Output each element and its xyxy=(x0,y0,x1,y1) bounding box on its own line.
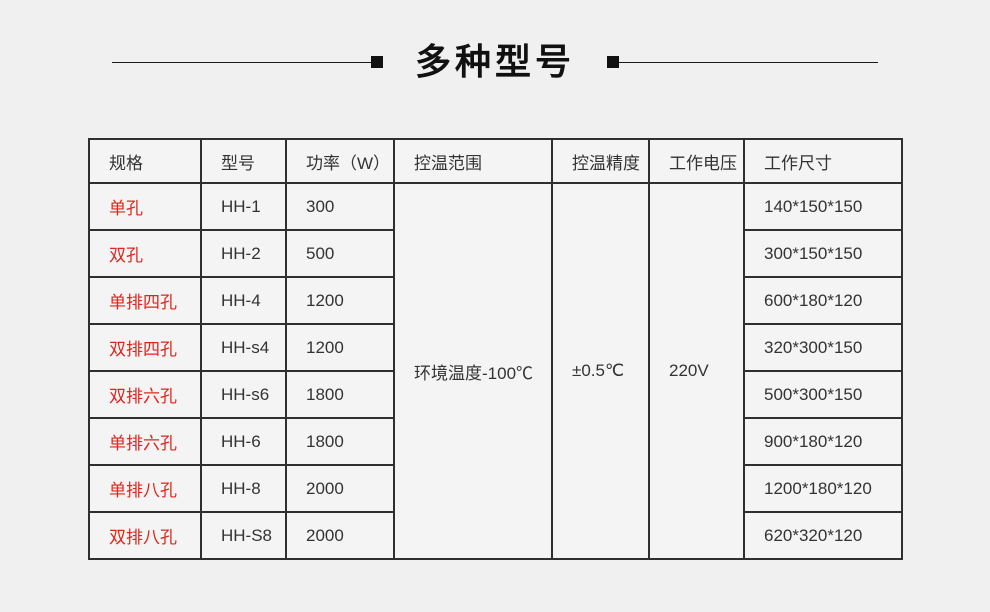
size-cell: 1200*180*120 xyxy=(743,464,903,513)
title-banner: 多种型号 xyxy=(112,36,879,88)
model-cell: HH-6 xyxy=(200,417,287,466)
power-cell: 2000 xyxy=(285,511,395,560)
header-model: 型号 xyxy=(200,138,287,184)
size-cell: 620*320*120 xyxy=(743,511,903,560)
size-cell: 600*180*120 xyxy=(743,276,903,325)
table-row: 双排八孔 HH-S8 2000 620*320*120 xyxy=(88,511,903,560)
header-row: 规格 型号 功率（W） 控温范围 控温精度 工作电压 工作尺寸 xyxy=(88,138,903,184)
model-cell: HH-S8 xyxy=(200,511,287,560)
precision-cell: ±0.5℃ xyxy=(551,182,650,560)
header-voltage: 工作电压 xyxy=(648,138,745,184)
header-power: 功率（W） xyxy=(285,138,395,184)
title-square-left-icon xyxy=(371,56,383,68)
model-cell: HH-s6 xyxy=(200,370,287,419)
table-row: 单排六孔 HH-6 1800 900*180*120 xyxy=(88,417,903,466)
table-row: 单排四孔 HH-4 1200 600*180*120 xyxy=(88,276,903,325)
model-cell: HH-2 xyxy=(200,229,287,278)
spec-cell: 双孔 xyxy=(88,229,202,278)
header-size: 工作尺寸 xyxy=(743,138,903,184)
spec-table: 规格 型号 功率（W） 控温范围 控温精度 工作电压 工作尺寸 单孔 HH-1 … xyxy=(88,138,903,560)
header-precision: 控温精度 xyxy=(551,138,650,184)
spec-cell: 单排四孔 xyxy=(88,276,202,325)
spec-cell: 双排八孔 xyxy=(88,511,202,560)
temp-range-cell: 环境温度-100℃ xyxy=(393,182,553,560)
size-cell: 300*150*150 xyxy=(743,229,903,278)
spec-cell: 单排六孔 xyxy=(88,417,202,466)
voltage-cell: 220V xyxy=(648,182,745,560)
size-cell: 140*150*150 xyxy=(743,182,903,231)
page-title: 多种型号 xyxy=(415,41,576,82)
model-cell: HH-8 xyxy=(200,464,287,513)
spec-table-container: 规格 型号 功率（W） 控温范围 控温精度 工作电压 工作尺寸 单孔 HH-1 … xyxy=(88,138,903,560)
power-cell: 1800 xyxy=(285,417,395,466)
power-cell: 2000 xyxy=(285,464,395,513)
table-row: 双排四孔 HH-s4 1200 320*300*150 xyxy=(88,323,903,372)
size-cell: 320*300*150 xyxy=(743,323,903,372)
power-cell: 1800 xyxy=(285,370,395,419)
table-row: 双孔 HH-2 500 300*150*150 xyxy=(88,229,903,278)
power-cell: 500 xyxy=(285,229,395,278)
title-divider-left xyxy=(112,61,371,63)
spec-cell: 双排四孔 xyxy=(88,323,202,372)
size-cell: 500*300*150 xyxy=(743,370,903,419)
power-cell: 300 xyxy=(285,182,395,231)
spec-cell: 单孔 xyxy=(88,182,202,231)
title-divider-right xyxy=(619,61,879,63)
title-square-right-icon xyxy=(607,56,620,68)
model-cell: HH-4 xyxy=(200,276,287,325)
size-cell: 900*180*120 xyxy=(743,417,903,466)
spec-cell: 双排六孔 xyxy=(88,370,202,419)
header-spec: 规格 xyxy=(88,138,202,184)
header-temp-range: 控温范围 xyxy=(393,138,553,184)
power-cell: 1200 xyxy=(285,276,395,325)
model-cell: HH-1 xyxy=(200,182,287,231)
table-row: 单孔 HH-1 300 环境温度-100℃ ±0.5℃ 220V 140*150… xyxy=(88,182,903,560)
table-row: 单排八孔 HH-8 2000 1200*180*120 xyxy=(88,464,903,513)
model-cell: HH-s4 xyxy=(200,323,287,372)
power-cell: 1200 xyxy=(285,323,395,372)
table-row: 双排六孔 HH-s6 1800 500*300*150 xyxy=(88,370,903,419)
spec-cell: 单排八孔 xyxy=(88,464,202,513)
